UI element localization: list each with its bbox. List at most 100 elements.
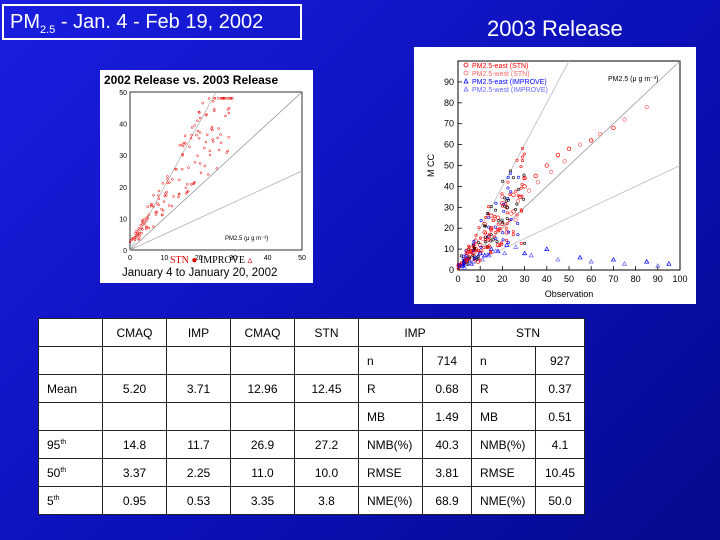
data-point xyxy=(498,226,502,230)
table-cell: 0.51 xyxy=(535,402,585,431)
release-label: 2003 Release xyxy=(487,16,623,41)
data-point xyxy=(486,252,492,258)
small-data-point xyxy=(226,108,230,111)
table-cell: Mean xyxy=(38,374,103,403)
stn-marker-icon: ● xyxy=(191,255,200,266)
small-data-point xyxy=(154,210,157,214)
data-point xyxy=(459,263,466,268)
small-data-point xyxy=(165,190,168,194)
table-cell: 0.95 xyxy=(102,486,167,515)
data-point xyxy=(566,146,572,151)
table-cell: R xyxy=(471,374,536,403)
small-data-point xyxy=(222,97,226,100)
comparison-chart: 2002 Release vs. 2003 Release 0 10 20 30 40 5… xyxy=(100,70,313,283)
data-point xyxy=(505,217,509,221)
data-point xyxy=(477,248,481,252)
table-cell: MB xyxy=(358,402,423,431)
data-point xyxy=(493,248,499,254)
small-data-point xyxy=(198,111,201,114)
comparison-chart-plot: 0 10 20 30 40 50 0 10 20 30 40 50 PM2.5 (μ g m⁻³) xyxy=(119,90,306,262)
table-cell: NME(%) xyxy=(471,486,536,515)
data-point xyxy=(509,211,514,216)
small-data-point xyxy=(190,126,194,129)
data-point xyxy=(522,176,526,180)
data-point xyxy=(522,173,526,177)
comparison-chart-footer: January 4 to January 20, 2002 xyxy=(122,267,278,279)
data-point xyxy=(499,241,503,245)
table-cell: R xyxy=(358,374,423,403)
header-cell: STN xyxy=(471,318,585,347)
data-point xyxy=(506,180,510,184)
small-reference-line xyxy=(129,91,303,251)
x-tick-label: 50 xyxy=(564,274,574,284)
small-data-point xyxy=(146,205,149,208)
data-point xyxy=(457,265,461,269)
data-point xyxy=(516,187,520,191)
small-data-point xyxy=(136,234,139,238)
small-data-point xyxy=(160,213,164,217)
small-data-point xyxy=(188,145,191,149)
reference-line xyxy=(457,60,570,271)
data-point xyxy=(486,212,490,216)
y-tick-label: 80 xyxy=(444,98,454,108)
small-data-point xyxy=(166,175,169,178)
table-cell xyxy=(102,402,167,431)
data-point xyxy=(464,248,468,252)
data-point xyxy=(520,209,524,213)
small-data-point xyxy=(144,227,148,231)
small-data-point xyxy=(162,200,166,203)
data-point xyxy=(589,138,594,143)
table-cell: 12.96 xyxy=(230,374,295,403)
units-label: PM2.5 (μ g m⁻³) xyxy=(608,76,659,83)
small-x-tick-label: 10 xyxy=(161,255,169,262)
table-cell: 10.0 xyxy=(294,458,359,487)
table-cell: 11.7 xyxy=(166,430,231,459)
small-data-point xyxy=(217,97,220,100)
small-data-point xyxy=(145,219,148,222)
small-data-point xyxy=(189,183,193,186)
header-cell xyxy=(38,318,103,347)
small-data-point xyxy=(212,109,216,113)
data-point xyxy=(482,230,487,235)
data-point xyxy=(515,202,519,206)
x-tick-label: 20 xyxy=(497,274,507,284)
data-point xyxy=(493,214,497,218)
data-point xyxy=(480,236,485,241)
small-data-point xyxy=(198,131,202,134)
small-data-point xyxy=(197,110,201,114)
x-tick-label: 100 xyxy=(672,274,687,284)
small-data-point xyxy=(201,101,204,105)
data-point xyxy=(522,152,526,156)
data-point xyxy=(464,252,468,256)
data-point xyxy=(611,125,616,131)
small-data-point xyxy=(156,194,160,197)
small-data-point xyxy=(173,167,177,171)
small-data-point xyxy=(219,133,222,136)
small-data-point xyxy=(133,236,137,239)
data-point xyxy=(588,258,594,264)
release-2003-plot: 0 10 20 30 40 50 60 70 80 90 100 0 10 20 30 40 50 60 70 80 9… xyxy=(426,60,688,299)
small-data-point xyxy=(150,203,153,207)
data-point xyxy=(480,249,484,253)
small-data-point xyxy=(156,202,159,205)
small-data-point xyxy=(171,178,174,181)
small-data-point xyxy=(161,209,165,212)
data-point xyxy=(519,165,523,169)
data-point xyxy=(515,213,519,217)
small-data-point xyxy=(186,182,189,186)
small-data-point xyxy=(152,194,155,197)
data-point xyxy=(507,230,511,234)
data-point xyxy=(520,155,524,159)
data-point xyxy=(504,238,508,242)
small-data-point xyxy=(143,217,146,221)
table-cell: NME(%) xyxy=(358,486,423,515)
x-axis-label: Observation xyxy=(545,289,594,299)
small-reference-line xyxy=(129,91,217,251)
data-point xyxy=(494,201,498,205)
data-point xyxy=(487,244,491,248)
table-cell xyxy=(230,402,295,431)
data-point xyxy=(549,169,554,174)
table-row: 95th 14.8 11.7 26.9 27.2 NMB(%) 40.3 NMB… xyxy=(38,430,585,459)
small-data-point xyxy=(166,181,169,185)
data-point xyxy=(495,242,501,248)
